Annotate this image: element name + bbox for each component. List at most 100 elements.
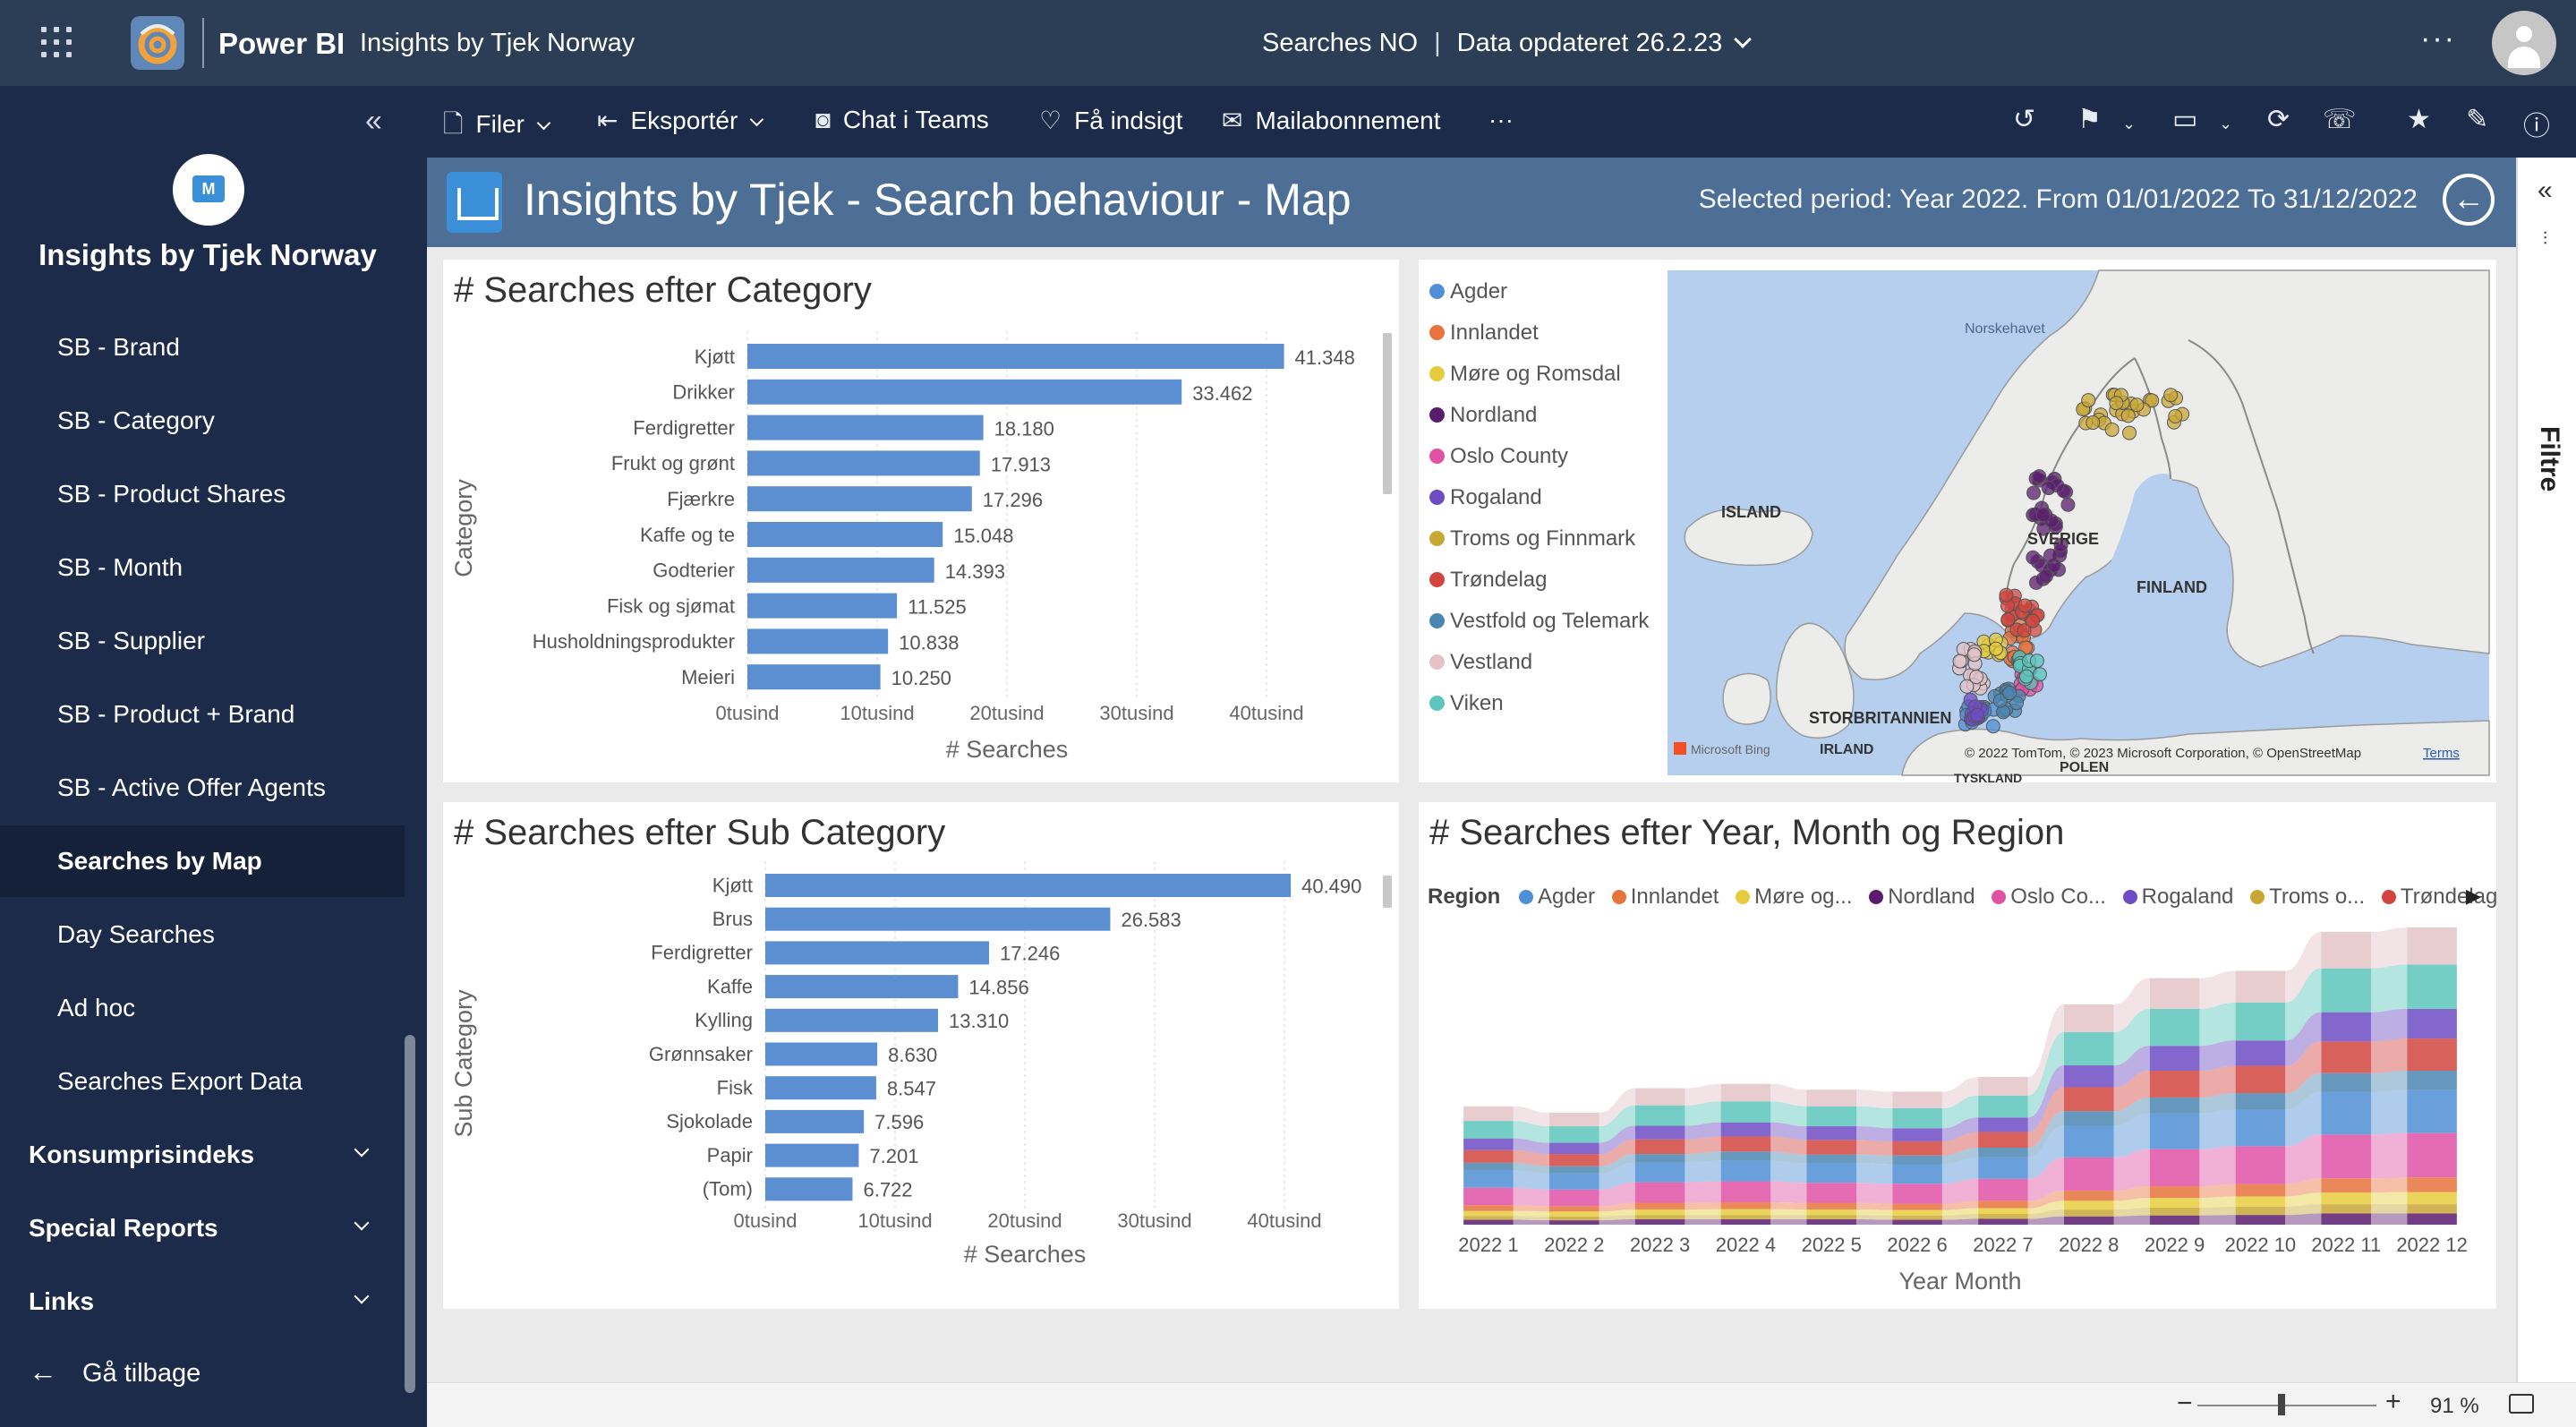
segment-viken[interactable] (1634, 1105, 1685, 1126)
ribbon-more-og-romsdal[interactable] (2199, 1196, 2236, 1208)
segment-nordland[interactable] (1463, 1219, 1514, 1225)
ribbon-vestland[interactable] (1941, 1077, 1979, 1108)
ribbon-rogaland[interactable] (1599, 1125, 1635, 1155)
ribbon-rogaland[interactable] (2113, 1046, 2150, 1088)
go-back-button[interactable]: ← Gå tilbage (29, 1355, 200, 1389)
segment-nordland[interactable] (2407, 1213, 2457, 1225)
bar-fisk-og-sjomat[interactable] (747, 593, 898, 619)
segment-oslo-county[interactable] (2149, 1149, 2200, 1187)
map-point-troms-og-finnmark[interactable] (2129, 397, 2145, 413)
ribbon-agder[interactable] (1856, 1163, 1893, 1184)
sidebar-scrollbar[interactable] (405, 1035, 415, 1393)
map-point-nordland[interactable] (2038, 568, 2053, 584)
subcategory-chart-panel[interactable]: # Searches efter Sub Category 0tusind 10t… (443, 802, 1399, 1309)
segment-trondelag[interactable] (2063, 1087, 2114, 1112)
segment-vestfold-og-telemark[interactable] (2149, 1097, 2200, 1114)
segment-vestland[interactable] (1634, 1088, 1685, 1106)
ribbon-rogaland[interactable] (1513, 1138, 1549, 1155)
ribbon-trondelag[interactable] (2285, 1041, 2322, 1094)
segment-trondelag[interactable] (2149, 1071, 2200, 1098)
map-point-more-og-romsdal[interactable] (1988, 641, 2003, 656)
bar-kjott[interactable] (747, 344, 1284, 369)
map-point-viken[interactable] (2019, 669, 2034, 684)
ribbon-nordland[interactable] (2285, 1213, 2322, 1225)
chevron-down-icon[interactable]: ⌄ (2122, 115, 2137, 132)
ribbon-nordland[interactable] (1599, 1219, 1635, 1225)
ribbon-innlandet[interactable] (1685, 1201, 1721, 1210)
segment-vestland[interactable] (2063, 1004, 2114, 1033)
segment-more-og-romsdal[interactable] (2149, 1198, 2200, 1208)
ribbon-oslo-county[interactable] (1770, 1181, 1807, 1203)
segment-more-og-romsdal[interactable] (2235, 1196, 2286, 1207)
segment-nordland[interactable] (1978, 1218, 2028, 1225)
map-point-trondelag[interactable] (2026, 613, 2041, 628)
segment-trondelag[interactable] (1806, 1140, 1857, 1155)
segment-viken[interactable] (2321, 968, 2372, 1013)
ribbon-more-og-romsdal[interactable] (2285, 1192, 2322, 1207)
segment-troms-og-finnmark[interactable] (1634, 1215, 1685, 1220)
segment-vestfold-og-telemark[interactable] (1978, 1148, 2028, 1158)
ribbon-agder[interactable] (2027, 1125, 2064, 1179)
segment-vestland[interactable] (2407, 927, 2457, 965)
ribbon-innlandet[interactable] (2027, 1190, 2064, 1209)
segment-nordland[interactable] (1892, 1219, 1942, 1225)
bar-ferdigretter[interactable] (747, 414, 984, 440)
segment-oslo-county[interactable] (1892, 1183, 1942, 1204)
map-point-nordland[interactable] (2032, 469, 2047, 484)
ribbon-troms-og-finnmark[interactable] (2027, 1209, 2064, 1219)
ribbon-troms-og-finnmark[interactable] (1685, 1215, 1721, 1220)
zoom-slider-thumb[interactable] (2278, 1394, 2285, 1415)
segment-innlandet[interactable] (1463, 1205, 1514, 1211)
segment-oslo-county[interactable] (1463, 1187, 1514, 1206)
reset-icon[interactable]: ↺ (2013, 105, 2036, 134)
ribbon-nordland[interactable] (2113, 1215, 2150, 1225)
segment-nordland[interactable] (2149, 1215, 2200, 1225)
fit-to-page-icon[interactable] (2509, 1394, 2534, 1414)
ribbon-innlandet[interactable] (2371, 1177, 2408, 1193)
segment-troms-og-finnmark[interactable] (2149, 1207, 2200, 1216)
ribbon-rogaland[interactable] (1685, 1122, 1721, 1140)
ribbon-rogaland[interactable] (2199, 1040, 2236, 1072)
ribbon-nordland[interactable] (1770, 1219, 1807, 1225)
segment-innlandet[interactable] (1806, 1202, 1857, 1210)
ribbon-troms-og-finnmark[interactable] (1941, 1214, 1979, 1220)
segment-vestfold-og-telemark[interactable] (1892, 1155, 1942, 1165)
legend-item-rogaland[interactable]: Rogaland (2122, 884, 2233, 909)
get-insights-button[interactable]: ♡ Få indsigt (1039, 106, 1183, 135)
ribbon-vestland[interactable] (2285, 931, 2322, 1003)
favorite-star-icon[interactable]: ★ (2407, 105, 2431, 134)
ribbon-viken[interactable] (2199, 1002, 2236, 1047)
segment-oslo-county[interactable] (2063, 1157, 2114, 1191)
segment-troms-og-finnmark[interactable] (1463, 1216, 1514, 1220)
bar-meieri[interactable] (747, 664, 881, 690)
legend-item-oslo-county[interactable]: Oslo County (1429, 444, 1568, 469)
segment-agder[interactable] (2321, 1091, 2372, 1135)
map-point-trondelag[interactable] (2000, 612, 2016, 628)
segment-viken[interactable] (1892, 1107, 1942, 1129)
ribbon-more-og-romsdal[interactable] (2113, 1198, 2150, 1210)
expand-filters-icon[interactable]: « (2538, 175, 2553, 205)
segment-innlandet[interactable] (1892, 1203, 1942, 1210)
ribbon-innlandet[interactable] (2199, 1183, 2236, 1199)
sidebar-section-special-reports[interactable]: Special Reports (0, 1192, 405, 1264)
ribbon-rogaland[interactable] (2027, 1065, 2064, 1132)
legend-item-rogaland[interactable]: Rogaland (1429, 485, 1542, 510)
segment-trondelag[interactable] (1720, 1136, 1771, 1152)
map-point-viken[interactable] (2032, 667, 2047, 682)
segment-more-og-romsdal[interactable] (1548, 1211, 1599, 1217)
ribbon-oslo-county[interactable] (1856, 1183, 1893, 1204)
segment-more-og-romsdal[interactable] (1463, 1210, 1514, 1217)
ribbon-trondelag[interactable] (1941, 1132, 1979, 1156)
segment-more-og-romsdal[interactable] (1634, 1209, 1685, 1216)
segment-oslo-county[interactable] (2235, 1146, 2286, 1184)
legend-next-icon[interactable]: ▶ (2466, 884, 2481, 907)
segment-rogaland[interactable] (1720, 1122, 1771, 1137)
bar-kylling[interactable] (765, 1008, 938, 1032)
legend-item-innlandet[interactable]: Innlandet (1429, 320, 1539, 346)
ribbon-vestfold-og-telemark[interactable] (2113, 1097, 2150, 1126)
segment-vestfold-og-telemark[interactable] (2407, 1071, 2457, 1090)
ribbon-trondelag[interactable] (1513, 1149, 1549, 1166)
ribbon-more-og-romsdal[interactable] (1770, 1209, 1807, 1216)
subscribe-button[interactable]: ✉ Mailabonnement (1222, 106, 1441, 135)
segment-troms-og-finnmark[interactable] (2407, 1204, 2457, 1214)
